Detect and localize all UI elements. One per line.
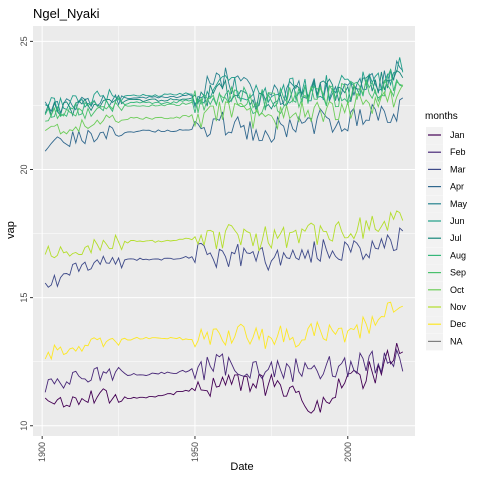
legend-jul-label: Jul: [450, 233, 462, 243]
legend-may-label: May: [450, 199, 468, 209]
y-tick-label: 25: [19, 36, 29, 46]
legend-sep-label: Sep: [450, 268, 466, 278]
series-lines: [44, 57, 404, 414]
legend-items: Jan Feb Mar Apr May Jun Jul Aug Sep Oct Nov Dec NA: [426, 127, 468, 351]
legend-dec-label: Dec: [450, 319, 467, 329]
series-line-feb: [44, 348, 404, 393]
legend-na-label: NA: [450, 336, 463, 346]
series-line-jan: [44, 342, 404, 414]
y-axis-title: vap: [5, 221, 17, 239]
legend-mar-label: Mar: [450, 164, 466, 174]
legend-feb-label: Feb: [450, 147, 466, 157]
y-axis-ticks: 10 15 20 25: [19, 36, 33, 431]
legend-apr-label: Apr: [450, 182, 464, 192]
legend-jan-label: Jan: [450, 130, 465, 140]
series-line-aug: [44, 67, 403, 118]
y-tick-label: 10: [19, 421, 29, 431]
series-line-apr: [44, 97, 404, 152]
series-line-jun: [44, 57, 404, 112]
major-gridlines: [33, 26, 415, 436]
legend-nov-label: Nov: [450, 302, 467, 312]
legend-oct-label: Oct: [450, 285, 465, 295]
y-tick-label: 15: [19, 293, 29, 303]
legend-aug-label: Aug: [450, 250, 466, 260]
legend: months Jan Feb Mar Apr May Jun Jul Aug Sep Oct Nov…: [425, 111, 468, 351]
plot-panel: [33, 26, 415, 436]
x-tick-label: 1900: [37, 442, 47, 462]
series-line-jul: [44, 69, 404, 118]
series-line-sep: [45, 79, 403, 122]
series-line-dec: [44, 301, 403, 361]
x-tick-label: 1950: [190, 442, 200, 462]
x-axis-title: Date: [230, 461, 253, 473]
legend-title: months: [425, 111, 458, 122]
y-tick-label: 20: [19, 164, 29, 174]
series-line-nov: [44, 210, 404, 259]
legend-jun-label: Jun: [450, 216, 465, 226]
series-line-oct: [44, 84, 404, 135]
chart-title: Ngel_Nyaki: [33, 6, 100, 21]
x-tick-label: 2000: [343, 442, 353, 462]
series-line-mar: [44, 227, 404, 288]
x-axis-ticks: 1900 1950 2000: [37, 436, 353, 462]
